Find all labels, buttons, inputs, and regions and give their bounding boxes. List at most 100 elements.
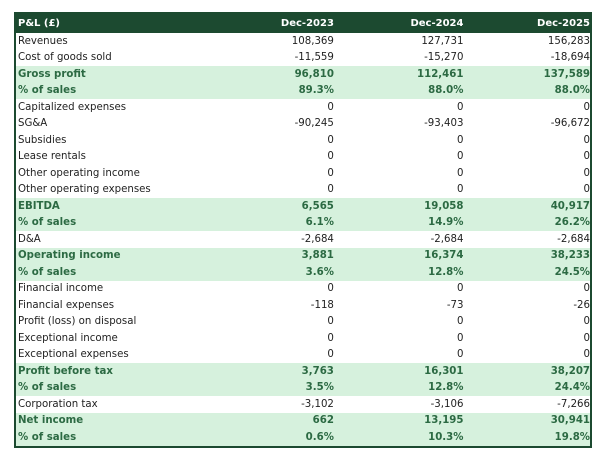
column-header: Dec-2024 [410,18,464,29]
row-value: 0 [327,316,334,328]
row-value: 127,731 [421,35,464,47]
row-value: 12.8% [428,382,464,394]
row-value: 16,374 [424,250,464,262]
row-value: 0 [583,316,591,328]
row-value: 19,058 [424,200,464,212]
row-value: 12.8% [428,266,464,278]
row-label: Capitalized expenses [18,101,127,113]
column-header: Dec-2025 [537,18,591,29]
row-value: -96,672 [550,118,591,130]
row-value: 0 [327,283,334,295]
row-value: 0 [583,134,591,146]
row-value: -7,266 [557,398,591,410]
row-label: Profit (loss) on disposal [18,316,137,328]
row-value: 0 [327,134,334,146]
row-value: 0 [327,332,334,344]
table-row: Other operating expenses 0 0 0 [16,182,590,199]
row-label: EBITDA [18,200,60,212]
row-value: 0 [327,151,334,163]
row-value: -118 [310,299,334,311]
row-value: 24.5% [554,266,591,278]
row-value: 0 [456,101,464,113]
row-value: 0 [456,184,464,196]
row-value: 137,589 [543,68,591,80]
row-value: 26.2% [554,217,591,229]
row-value: 14.9% [428,217,464,229]
row-value: 0 [456,349,464,361]
row-value: 30,941 [550,415,591,427]
table-row: Gross profit 96,810 112,461 137,589 [16,66,590,83]
row-label: Subsidies [18,134,67,146]
row-label: SG&A [18,118,48,130]
table-row: % of sales 0.6% 10.3% 19.8% [16,429,590,446]
pl-table: P&L (£) Dec-2023 Dec-2024 Dec-2025 Reven… [14,12,592,448]
row-label: Other operating expenses [18,184,151,196]
row-label: % of sales [18,85,77,97]
table-row: % of sales 89.3% 88.0% 88.0% [16,82,591,99]
row-value: 0 [456,332,464,344]
row-value: -3,102 [301,398,334,410]
row-label: Lease rentals [18,151,86,163]
table-row: EBITDA 6,565 19,058 40,917 [16,198,590,215]
row-value: 0 [327,101,334,113]
row-value: 0 [327,184,334,196]
row-value: 24.4% [554,382,591,394]
table-row: Cost of goods sold -11,559 -15,270 -18,694 [16,50,590,67]
table-row: % of sales 3.5% 12.8% 24.4% [16,379,591,396]
row-value: 0 [327,349,334,361]
row-value: 16,301 [424,365,464,377]
row-value: 112,461 [417,68,464,80]
row-value: 3.5% [305,382,334,394]
row-value: -2,684 [301,233,334,245]
row-value: 88.0% [428,85,464,97]
table-row: D&A -2,684 -2,684 -2,684 [16,231,590,248]
row-value: -93,403 [424,118,464,130]
table-row: Other operating income 0 0 0 [16,165,590,182]
row-value: 38,233 [550,250,591,262]
table-row: Capitalized expenses 0 0 0 [16,99,590,116]
row-value: 0 [456,134,464,146]
row-value: 0 [583,283,591,295]
row-value: 156,283 [547,35,591,47]
row-value: 0 [327,167,334,179]
row-value: -3,106 [430,398,464,410]
row-label: Corporation tax [18,398,98,410]
row-value: -15,270 [424,52,464,64]
table-row: Profit (loss) on disposal 0 0 0 [16,314,590,331]
table-row: Net income 662 13,195 30,941 [16,412,591,429]
table-row: % of sales 6.1% 14.9% 26.2% [16,214,591,231]
row-label: Exceptional income [18,332,118,344]
row-value: 0 [583,167,591,179]
row-value: 6.1% [305,217,334,229]
row-label: Exceptional expenses [18,349,129,361]
row-value: 0 [456,316,464,328]
row-value: 3.6% [305,266,334,278]
row-value: -11,559 [294,52,334,64]
row-value: 3,763 [301,365,334,377]
row-value: 88.0% [554,85,591,97]
row-label: Other operating income [18,167,140,179]
row-value: 0 [583,184,591,196]
row-value: 0 [456,151,464,163]
table-row: Profit before tax 3,763 16,301 38,207 [16,363,590,380]
row-value: 0 [583,101,591,113]
row-value: 10.3% [428,431,464,443]
row-value: 0 [583,349,591,361]
row-label: Revenues [18,35,68,47]
row-value: 662 [312,415,334,427]
row-value: 0 [456,167,464,179]
row-value: -2,684 [430,233,464,245]
row-label: % of sales [18,382,77,394]
row-label: Profit before tax [18,365,113,377]
row-value: 0 [583,332,591,344]
row-label: % of sales [18,266,77,278]
row-label: Gross profit [18,68,86,80]
row-label: Financial income [18,283,104,295]
table-row: Financial income 0 0 0 [16,281,590,298]
row-label: Cost of goods sold [18,52,112,64]
row-value: 0 [456,283,464,295]
row-value: 0 [583,151,591,163]
row-label: % of sales [18,217,77,229]
row-value: 96,810 [294,68,334,80]
row-value: 0.6% [305,431,334,443]
